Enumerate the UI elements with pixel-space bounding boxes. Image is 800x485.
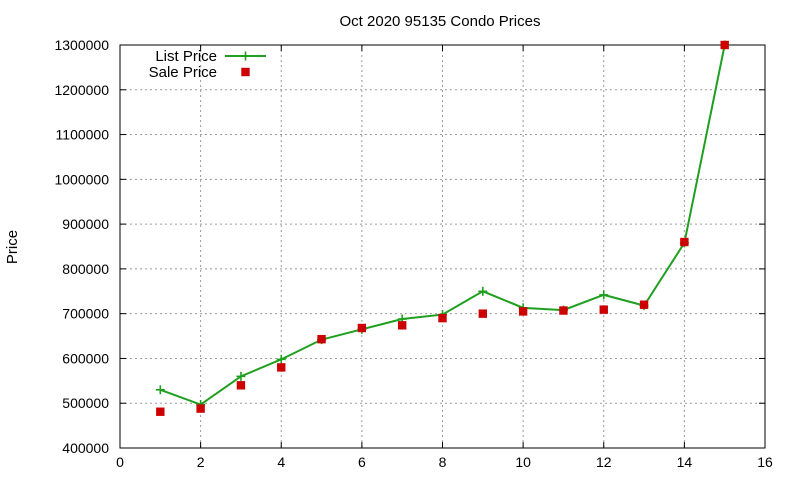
chart-title: Oct 2020 95135 Condo Prices — [340, 13, 541, 30]
x-tick-label: 0 — [116, 454, 124, 470]
sale-price-point — [720, 40, 729, 50]
y-tick-label: 1100000 — [56, 127, 110, 143]
sale-price-point — [156, 407, 165, 416]
sale-price-point — [680, 237, 689, 247]
y-axis-label: Price — [4, 230, 21, 264]
list-price-point — [155, 385, 165, 395]
sale-price-point — [639, 300, 649, 309]
sale-price-point — [317, 334, 326, 344]
series-layer — [155, 40, 730, 416]
sale-price-point — [277, 363, 286, 372]
list-price-point — [276, 354, 286, 364]
sale-price-point — [397, 321, 407, 330]
sale-price-point — [196, 404, 205, 413]
legend-label-list-price: List Price — [155, 48, 217, 65]
x-tick-label: 6 — [358, 454, 366, 470]
y-tick-label: 900000 — [62, 216, 109, 232]
sale-price-point — [357, 323, 367, 333]
x-tick-label: 16 — [757, 454, 773, 470]
y-tick-label: 1000000 — [54, 171, 109, 187]
sale-price-point — [559, 306, 568, 315]
x-tick-label: 2 — [197, 454, 205, 470]
y-tick-label: 1300000 — [54, 37, 109, 53]
y-tick-label: 600000 — [62, 350, 109, 366]
list-price-point — [478, 286, 488, 296]
sale-price-point — [478, 309, 488, 318]
sale-price-series — [156, 40, 729, 416]
x-tick-label: 4 — [277, 454, 285, 470]
list-price-point — [236, 371, 246, 381]
sale-price-point — [236, 381, 246, 390]
y-tick-label: 500000 — [62, 395, 109, 411]
sale-price-point — [438, 313, 447, 323]
y-tick-label: 1200000 — [54, 82, 109, 98]
sale-price-point — [518, 307, 528, 316]
list-price-point — [599, 290, 609, 300]
y-tick-label: 700000 — [62, 306, 109, 322]
x-tick-label: 10 — [515, 454, 531, 470]
legend-marker-sale-price — [241, 67, 250, 77]
legend-label-sale-price: Sale Price — [149, 64, 217, 81]
legend-marker-list-price — [241, 51, 250, 61]
x-tick-label: 14 — [677, 454, 693, 470]
grid-layer — [120, 45, 765, 448]
sale-price-point — [599, 305, 608, 314]
y-tick-label: 800000 — [62, 261, 109, 277]
x-tick-label: 12 — [596, 454, 612, 470]
axis-layer: 0 2 4 6 8 10 12 14 16 400000 500000 600000 700000 800… — [54, 37, 773, 470]
x-tick-label: 8 — [439, 454, 447, 470]
y-tick-label: 400000 — [62, 440, 109, 456]
